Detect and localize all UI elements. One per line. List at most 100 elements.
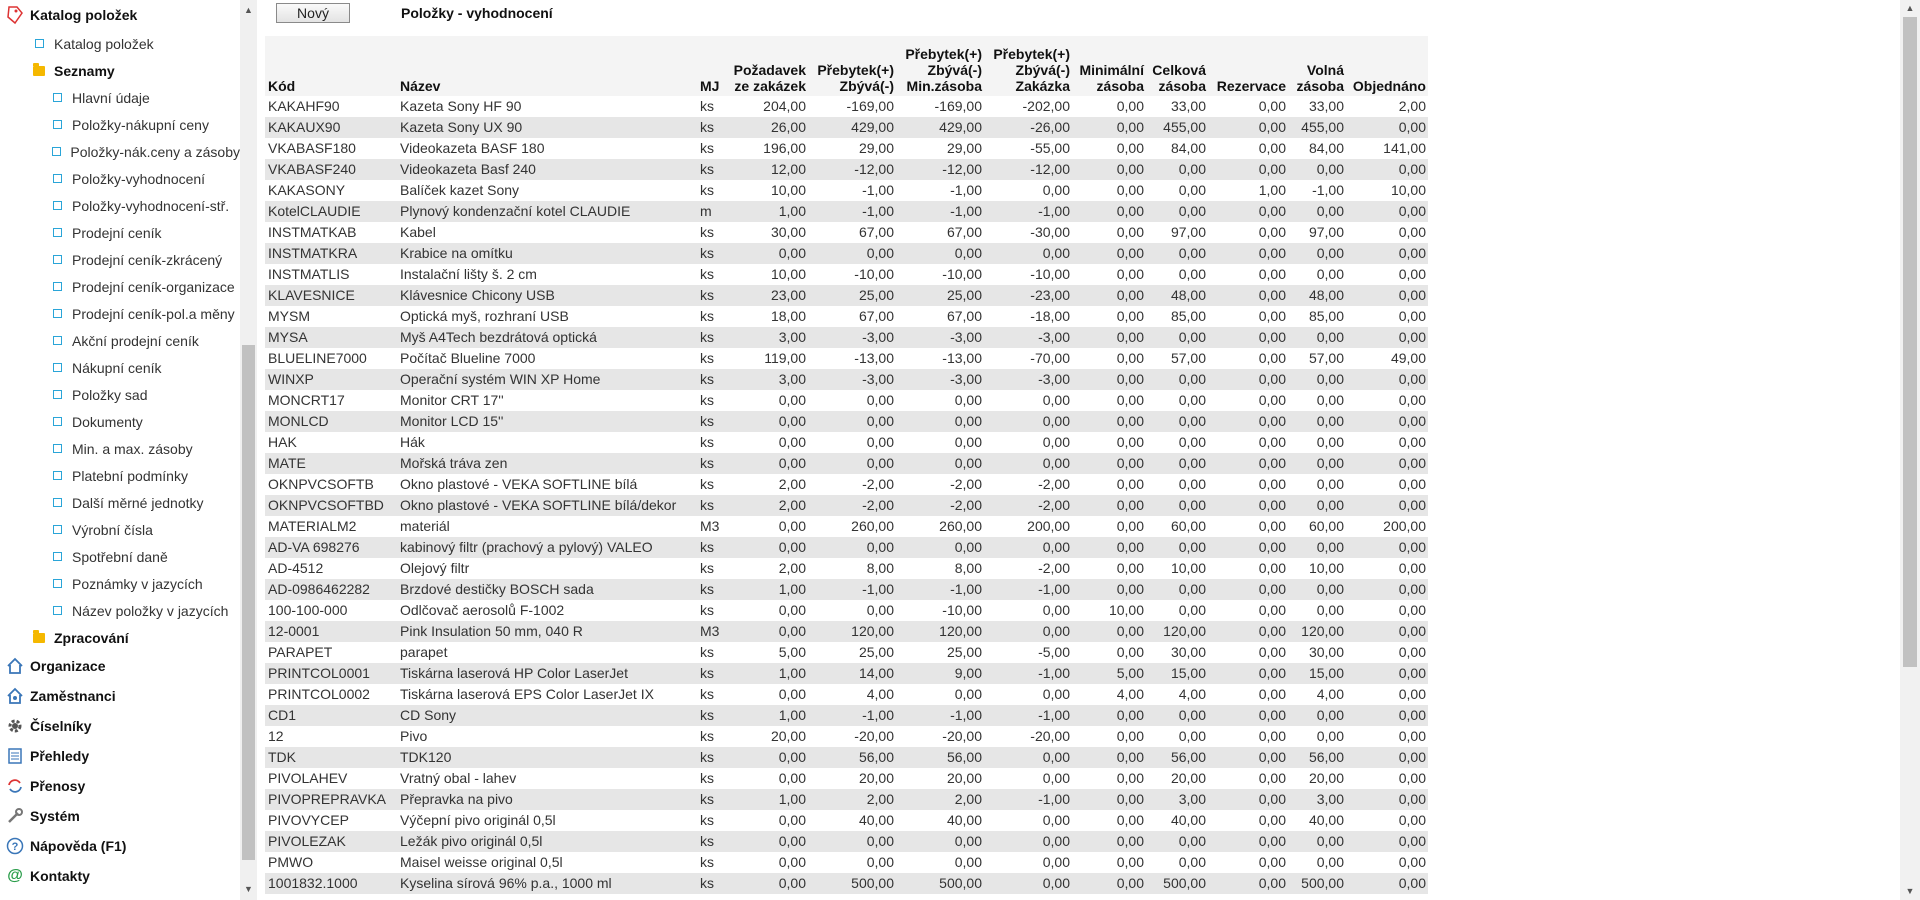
tree-item-list-2[interactable]: Položky-nák.ceny a zásoby: [0, 138, 240, 165]
tree-item-list-14[interactable]: Platební podmínky: [0, 462, 240, 489]
table-row[interactable]: BLUELINE7000 Počítač Blueline 7000 ks 119,0…: [265, 348, 1428, 369]
table-row[interactable]: MYSM Optická myš, rozhraní USB ks 18,00 67,0…: [265, 306, 1428, 327]
col-header-mj[interactable]: MJ: [698, 36, 724, 96]
toolbar: Nový Položky - vyhodnocení: [262, 0, 1897, 36]
col-header-rezervace[interactable]: Rezervace: [1208, 36, 1288, 96]
tree-root-napoveda[interactable]: ? Nápověda (F1): [0, 831, 240, 861]
table-row[interactable]: VKABASF180 Videokazeta BASF 180 ks 196,00 29…: [265, 138, 1428, 159]
table-row[interactable]: KAKAHF90 Kazeta Sony HF 90 ks 204,00 -169,00…: [265, 96, 1428, 117]
table-row[interactable]: PRINTCOL0001 Tiskárna laserová HP Color L…: [265, 663, 1428, 684]
table-row[interactable]: PRINTCOL0002 Tiskárna laserová EPS Color …: [265, 684, 1428, 705]
table-row[interactable]: PMWO Maisel weisse original 0,5l ks 0,00 0,0…: [265, 852, 1428, 873]
tree-folder-zpracovani[interactable]: Zpracování: [0, 624, 240, 651]
tree-item-list-12[interactable]: Dokumenty: [0, 408, 240, 435]
table-row[interactable]: AD-0986462282 Brzdové destičky BOSCH sada…: [265, 579, 1428, 600]
cell-volna-zasoba: 0,00: [1288, 453, 1346, 474]
cell-pozadavek: 0,00: [778, 518, 806, 534]
tree-root-prehledy[interactable]: Přehledy: [0, 741, 240, 771]
table-row[interactable]: MATE Mořská tráva zen ks 0,00 0,00 0,00 0,00 0,…: [265, 453, 1428, 474]
table-row[interactable]: 12 Pivo ks 20,00 -20,00 -20,00 -20,00 0,00 0,00 0…: [265, 726, 1428, 747]
sidebar-scrollbar[interactable]: ▲ ▼: [240, 0, 257, 900]
table-row[interactable]: TDK TDK120 ks 0,00 56,00 56,00 0,00 0,00 56,00 0,…: [265, 747, 1428, 768]
table-row[interactable]: VKABASF240 Videokazeta Basf 240 ks 12,00 -12…: [265, 159, 1428, 180]
table-row[interactable]: MYSA Myš A4Tech bezdrátová optická ks 3,00-…: [265, 327, 1428, 348]
col-header-prebytek[interactable]: Přebytek(+) Zbývá(-): [808, 36, 896, 96]
tree-item-list-4[interactable]: Položky-vyhodnocení-stř.: [0, 192, 240, 219]
table-row[interactable]: MATERIALM2 materiál M3 0,00 260,00 260,00 200,…: [265, 516, 1428, 537]
tree-item-list-7[interactable]: Prodejní ceník-organizace: [0, 273, 240, 300]
main-content: Nový Položky - vyhodnocení Kód Název MJ …: [262, 0, 1897, 900]
tree-root-prenosy[interactable]: Přenosy: [0, 771, 240, 801]
table-row[interactable]: OKNPVCSOFTBD Okno plastové - VEKA SOFTLIN…: [265, 495, 1428, 516]
table-row[interactable]: INSTMATLIS Instalační lišty š. 2 cm ks 10,0…: [265, 264, 1428, 285]
tree-root-ciselniky[interactable]: Číselníky: [0, 711, 240, 741]
table-row[interactable]: PIVOLEZAK Ležák pivo originál 0,5l ks 0,00 0…: [265, 831, 1428, 852]
new-button[interactable]: Nový: [276, 3, 350, 23]
table-row[interactable]: INSTMATKAB Kabel ks 30,00 67,00 67,00 -30,00 0,…: [265, 222, 1428, 243]
table-row[interactable]: 100-100-000 Odlčovač aerosolů F-1002 ks 0,0…: [265, 600, 1428, 621]
cell-mj: ks: [700, 602, 714, 618]
table-row[interactable]: PARAPET parapet ks 5,00 25,00 25,00 -5,00 0,00 3…: [265, 642, 1428, 663]
page-scrollbar[interactable]: ▲ ▼: [1900, 0, 1920, 900]
col-header-objednano[interactable]: Objednáno: [1346, 36, 1428, 96]
tree-root-organizace[interactable]: Organizace: [0, 651, 240, 681]
tree-item-list-17[interactable]: Spotřební daně: [0, 543, 240, 570]
table-row[interactable]: KAKASONY Balíček kazet Sony ks 10,00 -1,00 -1…: [265, 180, 1428, 201]
tree-item-list-9[interactable]: Akční prodejní ceník: [0, 327, 240, 354]
tree-root-zamestnanci[interactable]: Zaměstnanci: [0, 681, 240, 711]
tree-root-katalog-polozek[interactable]: Katalog položek: [0, 0, 240, 30]
tree-root-kontakty[interactable]: @ Kontakty: [0, 861, 240, 891]
col-header-kod[interactable]: Kód: [265, 36, 398, 96]
tree-item-list-19[interactable]: Název položky v jazycích: [0, 597, 240, 624]
table-row[interactable]: HAK Hák ks 0,00 0,00 0,00 0,00 0,00 0,00 0,00 0,00…: [265, 432, 1428, 453]
table-row[interactable]: PIVOVYCEP Výčepní pivo originál 0,5l ks 0,0…: [265, 810, 1428, 831]
scroll-up-arrow-icon[interactable]: ▲: [1905, 3, 1915, 13]
col-header-nazev[interactable]: Název: [398, 36, 698, 96]
table-row[interactable]: WINXP Operační systém WIN XP Home ks 3,00 -3…: [265, 369, 1428, 390]
table-row[interactable]: 1001832.1000 Kyselina sírová 96% p.a., 10…: [265, 873, 1428, 894]
table-row[interactable]: OKNPVCSOFTB Okno plastové - VEKA SOFTLINE…: [265, 474, 1428, 495]
table-row[interactable]: CD1 CD Sony ks 1,00 -1,00 -1,00 -1,00 0,00 0,00 0…: [265, 705, 1428, 726]
col-header-minimalni-zasoba[interactable]: Minimální zásoba: [1072, 36, 1146, 96]
sidebar-scroll-thumb[interactable]: [242, 345, 255, 860]
tree-folder-seznamy[interactable]: Seznamy: [0, 57, 240, 84]
table-row[interactable]: AD-4512 Olejový filtr ks 2,00 8,00 8,00 -2,00 0…: [265, 558, 1428, 579]
table-row[interactable]: KotelCLAUDIE Plynový kondenzační kotel CL…: [265, 201, 1428, 222]
tree-item-list-3[interactable]: Položky-vyhodnocení: [0, 165, 240, 192]
cell-kod: INSTMATKRA: [265, 243, 398, 264]
table-row[interactable]: INSTMATKRA Krabice na omítku ks 0,00 0,00 0,0…: [265, 243, 1428, 264]
col-header-volna-zasoba[interactable]: Volná zásoba: [1288, 36, 1346, 96]
scroll-up-arrow-icon[interactable]: ▲: [244, 5, 253, 15]
tree-item-list-8[interactable]: Prodejní ceník-pol.a měny: [0, 300, 240, 327]
table-row[interactable]: KAKAUX90 Kazeta Sony UX 90 ks 26,00 429,00 42…: [265, 117, 1428, 138]
tree-item-list-16[interactable]: Výrobní čísla: [0, 516, 240, 543]
col-header-pozadavek[interactable]: Požadavek ze zakázek: [724, 36, 808, 96]
cell-celkova-zasoba: 0,00: [1146, 831, 1208, 852]
tree-item-list-11[interactable]: Položky sad: [0, 381, 240, 408]
tree-item-list-15[interactable]: Další měrné jednotky: [0, 489, 240, 516]
tree-item-list-5[interactable]: Prodejní ceník: [0, 219, 240, 246]
table-row[interactable]: MONLCD Monitor LCD 15'' ks 0,00 0,00 0,00 0,00…: [265, 411, 1428, 432]
tree-item-list-1[interactable]: Položky-nákupní ceny: [0, 111, 240, 138]
tree-root-system[interactable]: Systém: [0, 801, 240, 831]
tree-item-list-18[interactable]: Poznámky v jazycích: [0, 570, 240, 597]
cell-nazev: TDK120: [398, 747, 698, 768]
table-row[interactable]: PIVOLAHEV Vratný obal - lahev ks 0,00 20,00 2…: [265, 768, 1428, 789]
table-row[interactable]: KLAVESNICE Klávesnice Chicony USB ks 23,00 2…: [265, 285, 1428, 306]
table-row[interactable]: MONCRT17 Monitor CRT 17'' ks 0,00 0,00 0,00 0,…: [265, 390, 1428, 411]
table-row[interactable]: AD-VA 698276 kabinový filtr (prachový a p…: [265, 537, 1428, 558]
tree-item-katalog-polozek[interactable]: Katalog položek: [0, 30, 240, 57]
col-header-prebytek-min-zasoba[interactable]: Přebytek(+) Zbývá(-) Min.zásoba: [896, 36, 984, 96]
col-header-celkova-zasoba[interactable]: Celková zásoba: [1146, 36, 1208, 96]
tree-item-list-0[interactable]: Hlavní údaje: [0, 84, 240, 111]
table-row[interactable]: 12-0001 Pink Insulation 50 mm, 040 R M3 0,0…: [265, 621, 1428, 642]
table-row[interactable]: PIVOPREPRAVKA Přepravka na pivo ks 1,00 2,00…: [265, 789, 1428, 810]
list-icon: [4, 747, 26, 765]
page-scroll-thumb[interactable]: [1903, 17, 1917, 667]
tree-item-list-13[interactable]: Min. a max. zásoby: [0, 435, 240, 462]
scroll-down-arrow-icon[interactable]: ▼: [244, 884, 253, 894]
tree-item-list-10[interactable]: Nákupní ceník: [0, 354, 240, 381]
tree-item-list-6[interactable]: Prodejní ceník-zkrácený: [0, 246, 240, 273]
col-header-prebytek-zakazka[interactable]: Přebytek(+) Zbývá(-) Zakázka: [984, 36, 1072, 96]
scroll-down-arrow-icon[interactable]: ▼: [1905, 886, 1915, 896]
